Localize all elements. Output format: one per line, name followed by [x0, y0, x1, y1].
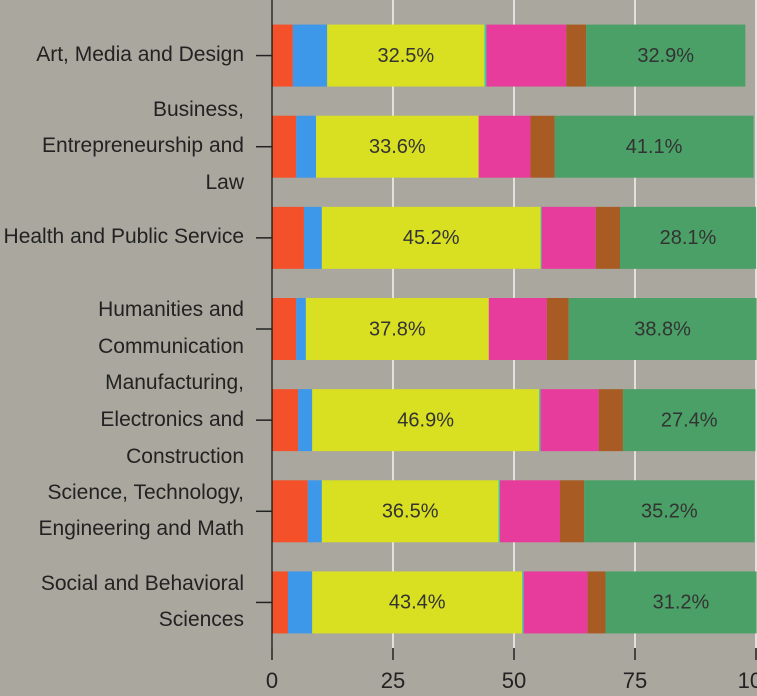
- bar-segment: [498, 480, 500, 543]
- y-label-box: Health and Public Service: [3, 225, 244, 249]
- data-label: 41.1%: [626, 136, 683, 158]
- bar-segment: [541, 206, 596, 269]
- x-tick-label: 50: [502, 668, 526, 693]
- bar-segment: [303, 206, 322, 269]
- data-label: 37.8%: [369, 318, 426, 340]
- bar-segment: [488, 298, 547, 360]
- bar-segment: [530, 115, 555, 178]
- bar-segment: [546, 298, 569, 360]
- data-label: 38.8%: [634, 318, 691, 340]
- bar-segment: [540, 389, 599, 452]
- bar-segment: [586, 24, 746, 87]
- bar-segment: [523, 571, 588, 634]
- bar-segment: [272, 480, 308, 543]
- y-tick-label: Health and Public Service: [3, 225, 244, 249]
- bar-segment: [559, 480, 585, 543]
- bar-segment: [272, 298, 297, 360]
- y-tick-label: Social and Behavioral Sciences: [40, 571, 244, 632]
- data-label: 33.6%: [369, 136, 426, 158]
- bar-segment: [316, 115, 479, 178]
- bar-segment: [486, 24, 567, 87]
- data-label: 45.2%: [403, 227, 460, 249]
- bar-segment: [312, 571, 523, 634]
- bar-segment: [539, 389, 541, 452]
- bar-segment: [296, 115, 317, 178]
- bar-segment: [321, 206, 541, 269]
- bar-segment: [595, 206, 620, 269]
- bar-segment: [327, 24, 485, 87]
- bar-segment: [272, 571, 288, 634]
- y-label-box: Social and Behavioral Sciences: [40, 571, 244, 632]
- y-label-box: Humanities and Communication: [98, 298, 244, 358]
- bar-segment: [272, 24, 293, 87]
- y-label-box: Art, Media and Design: [36, 43, 244, 67]
- data-label: 28.1%: [660, 227, 717, 249]
- y-tick-label: Manufacturing, Electronics and Construct…: [100, 371, 244, 468]
- x-tick-label: 75: [623, 668, 647, 693]
- data-label: 32.9%: [637, 45, 694, 67]
- data-label: 32.5%: [377, 45, 434, 67]
- bar-segment: [619, 206, 756, 269]
- bar-segment: [287, 571, 313, 634]
- bar-segment: [312, 389, 540, 452]
- data-label: 31.2%: [653, 592, 710, 614]
- bar-segment: [272, 115, 297, 178]
- data-label: 43.4%: [389, 592, 446, 614]
- bar-segment: [584, 480, 755, 543]
- bar-segment: [605, 571, 757, 634]
- y-label-box: Manufacturing, Electronics and Construct…: [100, 371, 244, 468]
- bar-segment: [499, 480, 560, 543]
- data-label: 36.5%: [382, 501, 439, 523]
- bar-segment: [566, 24, 587, 87]
- bar-segment: [568, 298, 757, 360]
- bar-segment: [305, 298, 489, 360]
- data-label: 46.9%: [397, 409, 454, 431]
- bar-segment: [307, 480, 322, 543]
- y-tick-label: Business, Entrepreneurship and Law: [42, 97, 244, 195]
- bar-segment: [622, 389, 756, 452]
- y-tick-label: Art, Media and Design: [36, 43, 244, 67]
- x-tick-label: 0: [266, 668, 278, 693]
- y-label-box: Science, Technology, Engineering and Mat…: [38, 480, 244, 541]
- bar-segment: [540, 206, 542, 269]
- data-label: 35.2%: [641, 501, 698, 523]
- bar-segment: [587, 571, 606, 634]
- bar-segment: [272, 389, 299, 452]
- bar-segment: [478, 115, 531, 178]
- bar-segment: [272, 206, 304, 269]
- bar-segment: [298, 389, 313, 452]
- data-label: 27.4%: [661, 409, 718, 431]
- bar-segment: [296, 298, 306, 360]
- x-tick-label: 25: [381, 668, 405, 693]
- bar-segment: [598, 389, 623, 452]
- y-label-box: Business, Entrepreneurship and Law: [42, 97, 244, 195]
- bar-segment: [522, 571, 524, 634]
- x-tick-label: 100: [738, 668, 757, 693]
- bar-segment: [484, 24, 487, 87]
- bar-segment: [554, 115, 754, 178]
- bar-segment: [321, 480, 499, 543]
- y-tick-label: Science, Technology, Engineering and Mat…: [38, 480, 244, 541]
- bar-segment: [292, 24, 328, 87]
- y-tick-label: Humanities and Communication: [98, 298, 244, 358]
